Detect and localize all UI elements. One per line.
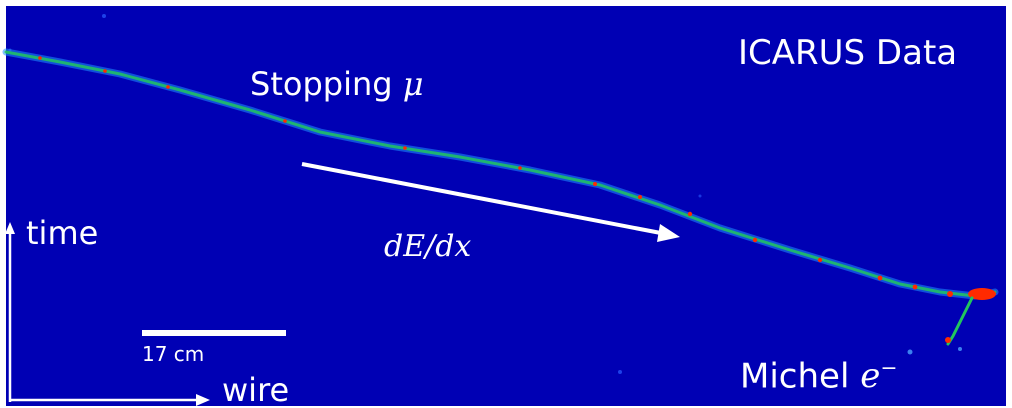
event-display-background xyxy=(6,6,1006,406)
michel-electron-track xyxy=(946,296,974,346)
track-hits xyxy=(38,56,953,297)
scale-bar xyxy=(142,330,286,336)
muon-symbol: μ xyxy=(402,65,424,103)
wire-axis-arrow xyxy=(10,394,210,406)
scale-bar-label: 17 cm xyxy=(142,342,205,366)
stopping-muon-label: Stopping μ xyxy=(250,68,424,100)
michel-hit xyxy=(945,337,951,343)
dedx-label: dE/dx xyxy=(384,229,472,264)
stopping-muon-text: Stopping xyxy=(250,65,393,103)
muon-track-halo xyxy=(2,48,999,300)
michel-text: Michel xyxy=(740,356,850,397)
wire-axis-label: wire xyxy=(222,371,290,408)
electron-symbol: e− xyxy=(860,356,897,396)
electron-letter: e xyxy=(860,356,881,397)
muon-track-core xyxy=(4,50,997,298)
data-source-title: ICARUS Data xyxy=(738,33,958,73)
bragg-peak xyxy=(968,288,996,300)
time-axis-label: time xyxy=(26,214,99,252)
electron-charge: − xyxy=(880,356,898,380)
michel-electron-label: Michel e− xyxy=(740,356,897,397)
dedx-arrow xyxy=(301,162,680,242)
time-axis-arrow xyxy=(5,222,15,402)
